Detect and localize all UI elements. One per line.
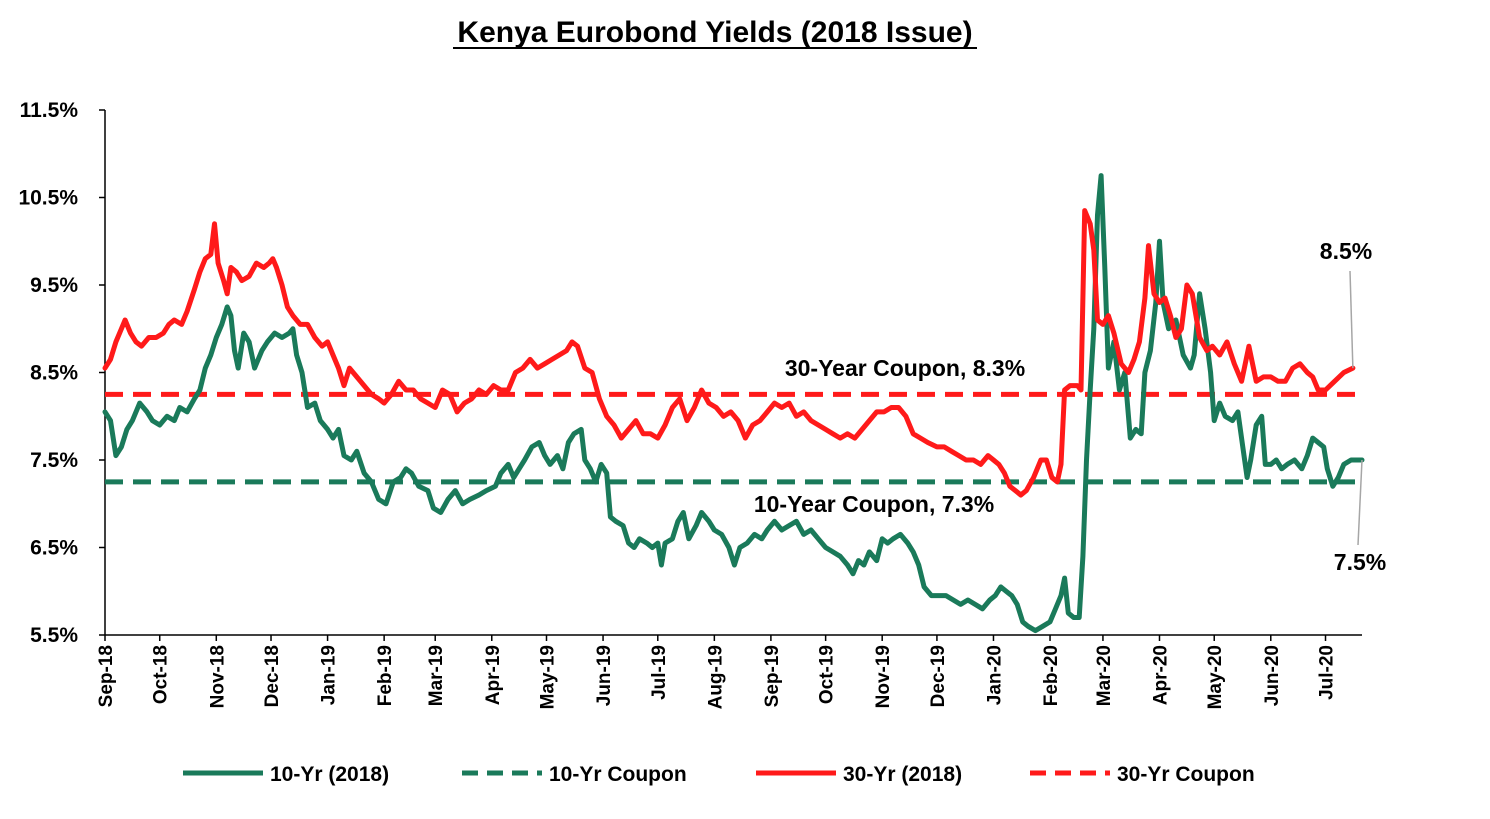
annotation-30yr-last-value: 8.5% [1320,238,1372,264]
y-tick-label: 6.5% [30,537,78,560]
x-tick-label: Feb-19 [375,645,396,706]
x-tick-label: Feb-20 [1041,645,1062,706]
legend-item-30yr-coupon: 30-Yr Coupon [1030,763,1255,786]
x-tick-label: Nov-19 [873,645,894,708]
x-tick-label: Jun-20 [1262,645,1283,706]
x-tick-label: Jun-19 [594,645,615,706]
legend-item-10yr-coupon: 10-Yr Coupon [462,763,687,786]
x-tick-label: Dec-19 [928,645,949,707]
x-tick-label: Oct-18 [151,645,172,704]
x-tick-label: May-19 [538,645,559,709]
y-tick-label: 9.5% [30,274,78,297]
x-tick-label: Sep-18 [96,645,117,707]
leader-line-10yr [1357,459,1363,546]
x-tick-label: Mar-19 [426,645,447,706]
leader-line-30yr [1349,270,1354,369]
x-tick-label: Oct-19 [817,645,838,704]
legend-item-10yr-2018: 10-Yr (2018) [183,763,389,786]
y-tick-label: 10.5% [18,187,78,210]
x-tick-label: Jul-19 [649,645,670,700]
series-line-30-yr-2018 [102,208,1356,498]
annotations: 30-Year Coupon, 8.3% 10-Year Coupon, 7.3%… [754,238,1386,575]
x-tick-label: Mar-20 [1094,645,1115,706]
x-tick-label: Aug-19 [705,645,726,709]
x-tick-label: Dec-18 [262,645,283,707]
x-tick-label: Apr-19 [483,645,504,705]
legend-item-30yr-2018: 30-Yr (2018) [756,763,962,786]
legend-label: 10-Yr Coupon [549,763,687,786]
legend-label: 30-Yr Coupon [1117,763,1255,786]
x-tick-label: Nov-18 [207,645,228,708]
annotation-10yr-coupon: 10-Year Coupon, 7.3% [754,491,994,517]
y-tick-label: 11.5% [20,99,79,122]
y-tick-label: 8.5% [30,362,78,385]
y-tick-label: 5.5% [30,624,78,647]
x-tick-label: Jul-20 [1317,645,1338,700]
x-tick-label: Apr-20 [1150,645,1171,705]
y-tick-label: 7.5% [30,449,78,472]
x-tick-label: Jan-19 [319,645,340,705]
legend: 10-Yr (2018) 10-Yr Coupon 30-Yr (2018) 30-Y… [183,763,1255,786]
axes: 5.5% 6.5% 7.5% 8.5% 9.5% 10.5% 11.5% Sep-18 Oct-… [18,99,1362,709]
x-tick-label: Sep-19 [762,645,783,707]
chart-title: Kenya Eurobond Yields (2018 Issue) [457,16,972,49]
legend-label: 30-Yr (2018) [843,763,962,786]
x-tick-label: Jan-20 [984,645,1005,705]
legend-label: 10-Yr (2018) [270,763,389,786]
series-line-10-yr-2018 [102,173,1365,634]
annotation-30yr-coupon: 30-Year Coupon, 8.3% [785,355,1025,381]
annotation-10yr-last-value: 7.5% [1334,549,1386,575]
series-layer [102,173,1365,634]
x-tick-label: May-20 [1205,645,1226,709]
